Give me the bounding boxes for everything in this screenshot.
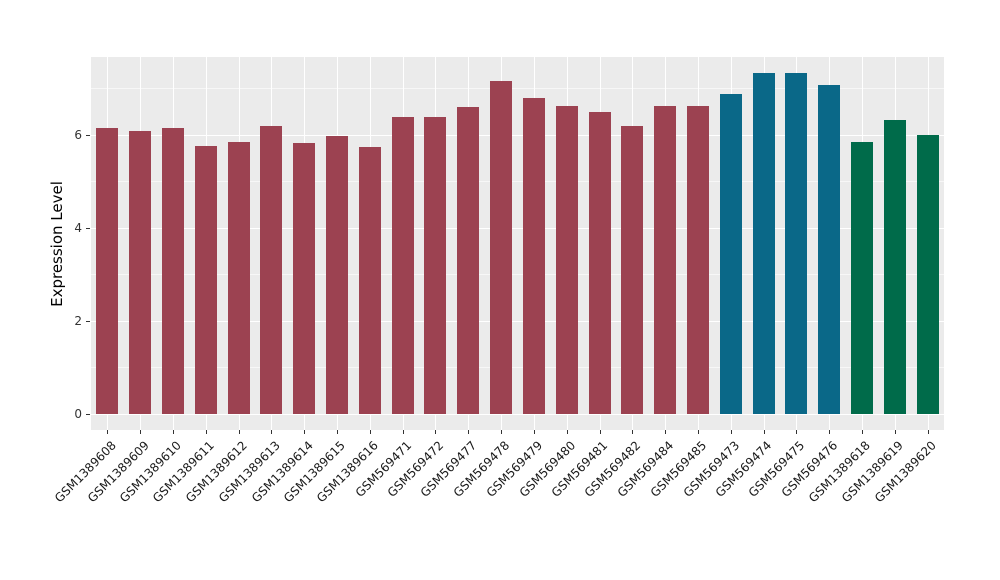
- bar-GSM1389609: [129, 131, 152, 414]
- x-tick-mark: [566, 430, 568, 434]
- plot-panel: [91, 57, 944, 430]
- bar-GSM569481: [588, 112, 611, 414]
- bar-GSM1389610: [162, 128, 185, 414]
- bar-GSM569476: [818, 84, 841, 414]
- x-tick-mark: [763, 430, 765, 434]
- minor-gridline: [91, 367, 944, 368]
- bar-GSM569480: [555, 106, 578, 414]
- x-tick-mark: [468, 430, 470, 434]
- x-tick-mark: [271, 430, 273, 434]
- y-tick-mark: [86, 227, 90, 229]
- bar-GSM569473: [719, 93, 742, 414]
- x-tick-mark: [205, 430, 207, 434]
- x-tick-mark: [533, 430, 535, 434]
- x-tick-mark: [632, 430, 634, 434]
- major-gridline: [91, 227, 944, 229]
- x-tick-mark: [796, 430, 798, 434]
- bar-GSM569477: [457, 106, 480, 414]
- x-tick-mark: [238, 430, 240, 434]
- x-tick-mark: [861, 430, 863, 434]
- bar-GSM1389614: [293, 143, 316, 414]
- y-tick-mark: [86, 413, 90, 415]
- bar-GSM1389612: [227, 142, 250, 414]
- bar-GSM569479: [522, 97, 545, 414]
- bar-GSM1389615: [326, 136, 349, 414]
- y-tick-mark: [86, 134, 90, 136]
- y-tick-label: 4: [74, 220, 82, 235]
- major-gridline: [91, 413, 944, 415]
- bar-GSM569485: [686, 105, 709, 414]
- x-tick-mark: [369, 430, 371, 434]
- x-tick-mark: [894, 430, 896, 434]
- x-tick-label-GSM1389620: GSM1389620: [871, 438, 939, 506]
- y-tick-label: 6: [74, 127, 82, 142]
- bar-GSM1389613: [260, 126, 283, 414]
- minor-gridline: [91, 88, 944, 89]
- y-tick-mark: [86, 320, 90, 322]
- y-tick-label: 2: [74, 313, 82, 328]
- major-gridline: [91, 134, 944, 136]
- x-tick-mark: [173, 430, 175, 434]
- bar-GSM569475: [785, 73, 808, 414]
- x-tick-mark: [337, 430, 339, 434]
- y-axis-title: Expression Level: [48, 180, 66, 307]
- minor-gridline: [91, 181, 944, 182]
- x-tick-mark: [829, 430, 831, 434]
- x-tick-mark: [402, 430, 404, 434]
- x-tick-mark: [435, 430, 437, 434]
- major-gridline: [91, 320, 944, 322]
- bar-GSM569471: [391, 117, 414, 414]
- bar-GSM1389619: [883, 120, 906, 414]
- x-tick-mark: [730, 430, 732, 434]
- bar-GSM569472: [424, 117, 447, 414]
- bar-GSM569484: [654, 105, 677, 414]
- x-tick-mark: [927, 430, 929, 434]
- bar-GSM569478: [490, 80, 513, 414]
- x-tick-mark: [140, 430, 142, 434]
- bar-GSM569482: [621, 126, 644, 414]
- x-tick-mark: [501, 430, 503, 434]
- bar-GSM569474: [752, 73, 775, 414]
- minor-gridline: [91, 274, 944, 275]
- bar-GSM1389618: [850, 141, 873, 414]
- x-tick-mark: [599, 430, 601, 434]
- x-tick-mark: [665, 430, 667, 434]
- y-tick-label: 0: [74, 406, 82, 421]
- x-tick-mark: [304, 430, 306, 434]
- x-tick-mark: [107, 430, 109, 434]
- x-tick-mark: [697, 430, 699, 434]
- bar-GSM1389608: [96, 128, 119, 414]
- bar-GSM1389616: [358, 147, 381, 414]
- bar-GSM1389620: [916, 134, 939, 414]
- bar-GSM1389611: [194, 145, 217, 414]
